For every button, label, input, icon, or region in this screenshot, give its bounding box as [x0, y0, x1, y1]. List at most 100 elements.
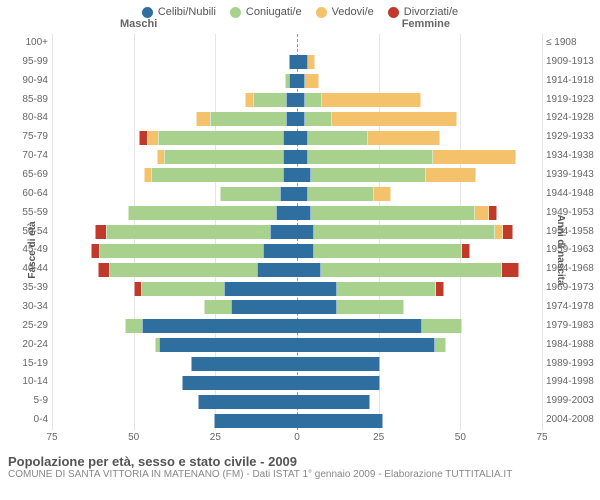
segment [297, 74, 305, 88]
bar-male [128, 206, 297, 220]
segment [286, 93, 297, 107]
bar-female [297, 93, 421, 107]
age-row: 35-391969-1973 [52, 279, 542, 298]
segment [435, 338, 446, 352]
segment [263, 244, 297, 258]
segment [91, 244, 99, 258]
segment [311, 206, 475, 220]
birth-label: 1959-1963 [542, 241, 594, 260]
header-male: Maschi [120, 18, 157, 30]
age-row: 95-991909-1913 [52, 53, 542, 72]
birth-label: 1964-1968 [542, 260, 594, 279]
segment [95, 225, 106, 239]
birth-label: 1969-1973 [542, 279, 594, 298]
bar-female [297, 206, 497, 220]
age-label: 75-79 [22, 128, 52, 147]
segment [297, 376, 380, 390]
age-label: 60-64 [22, 185, 52, 204]
legend-label: Celibi/Nubili [158, 6, 216, 18]
age-label: 65-69 [22, 166, 52, 185]
bar-female [297, 55, 315, 69]
segment [158, 131, 283, 145]
x-tick: 0 [294, 432, 300, 443]
birth-label: 1999-2003 [542, 392, 594, 411]
age-label: 85-89 [22, 91, 52, 110]
segment [297, 225, 314, 239]
age-label: 10-14 [22, 373, 52, 392]
age-label: 30-34 [22, 298, 52, 317]
bar-female [297, 187, 391, 201]
age-row: 70-741934-1938 [52, 147, 542, 166]
birth-label: 1944-1948 [542, 185, 594, 204]
bar-male [196, 112, 297, 126]
segment [337, 282, 436, 296]
segment [297, 395, 370, 409]
bar-male [191, 357, 297, 371]
legend: Celibi/NubiliConiugati/eVedovi/eDivorzia… [0, 0, 600, 18]
bar-female [297, 338, 446, 352]
segment [308, 150, 433, 164]
segment [157, 150, 165, 164]
age-label: 70-74 [22, 147, 52, 166]
age-label: 100+ [25, 34, 52, 53]
birth-label: 1914-1918 [542, 72, 594, 91]
segment [297, 112, 305, 126]
segment [106, 225, 270, 239]
segment [164, 150, 283, 164]
segment [99, 244, 263, 258]
x-tick: 25 [373, 432, 384, 443]
segment [159, 338, 297, 352]
segment [297, 55, 308, 69]
age-row: 40-441964-1968 [52, 260, 542, 279]
bar-female [297, 244, 470, 258]
segment [257, 263, 297, 277]
segment [270, 225, 297, 239]
segment [297, 244, 314, 258]
age-label: 0-4 [34, 411, 52, 430]
birth-label: 1934-1938 [542, 147, 594, 166]
legend-item: Coniugati/e [230, 6, 302, 18]
segment [276, 206, 297, 220]
segment [305, 93, 322, 107]
birth-label: 1974-1978 [542, 298, 594, 317]
bar-male [134, 282, 297, 296]
bar-male [95, 225, 297, 239]
bar-female [297, 150, 516, 164]
bar-female [297, 168, 476, 182]
bar-male [155, 338, 297, 352]
birth-label: 1924-1928 [542, 109, 594, 128]
bar-female [297, 300, 404, 314]
legend-swatch [230, 7, 241, 18]
bar-female [297, 225, 513, 239]
side-headers: Maschi Femmine [0, 18, 600, 34]
bar-male [98, 263, 297, 277]
age-label: 45-49 [22, 241, 52, 260]
bar-female [297, 282, 444, 296]
birth-label: ≤ 1908 [542, 34, 577, 53]
segment [224, 282, 297, 296]
bar-male [182, 376, 297, 390]
segment [314, 244, 462, 258]
bar-female [297, 414, 383, 428]
birth-label: 2004-2008 [542, 411, 594, 430]
bar-female [297, 376, 380, 390]
segment [125, 319, 142, 333]
bar-male [220, 187, 297, 201]
segment [297, 300, 337, 314]
segment [245, 93, 253, 107]
bar-male [204, 300, 297, 314]
age-row: 30-341974-1978 [52, 298, 542, 317]
x-tick: 50 [128, 432, 139, 443]
legend-swatch [316, 7, 327, 18]
segment [297, 187, 308, 201]
age-row: 75-791929-1933 [52, 128, 542, 147]
birth-label: 1929-1933 [542, 128, 594, 147]
segment [332, 112, 457, 126]
segment [297, 282, 337, 296]
segment [368, 131, 441, 145]
age-row: 5-91999-2003 [52, 392, 542, 411]
segment [297, 338, 435, 352]
legend-label: Divorziati/e [404, 6, 458, 18]
bar-male [125, 319, 297, 333]
age-row: 60-641944-1948 [52, 185, 542, 204]
